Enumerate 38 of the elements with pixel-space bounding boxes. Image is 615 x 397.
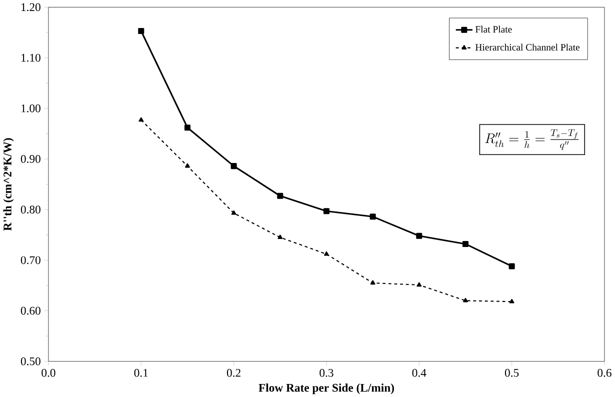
x-tick-label: 0.1: [134, 368, 148, 377]
y-tick-label: 0.90: [20, 154, 40, 163]
point: [278, 234, 283, 239]
point: [463, 298, 468, 302]
y-tick-label: 1.10: [22, 54, 40, 62]
point: [508, 263, 515, 270]
y-axis-title: R''th (cm^2*K/W): [3, 138, 14, 231]
x-tick-label: 0.6: [598, 368, 612, 377]
x-tick-label: 0.3: [320, 368, 334, 377]
annotation: $R''_{th}=\frac{1}{h}=\frac{T_s-T_f}{q''}$: [485, 129, 579, 150]
x-tick-label: 0.0: [42, 368, 56, 377]
point: [323, 208, 330, 214]
point: [231, 210, 236, 215]
x-axis-title: Flow Rate per Side (L/min): [258, 383, 394, 394]
point: [138, 117, 144, 122]
point: [462, 240, 468, 247]
y-tick-label: 0.60: [20, 306, 40, 315]
point: [370, 280, 376, 284]
point: [416, 232, 422, 239]
point: [138, 28, 144, 34]
y-tick-label: 1.20: [22, 3, 40, 12]
point: [230, 162, 237, 169]
point: [185, 163, 190, 168]
legend-label: Hierarchical Channel Plate: [475, 44, 580, 50]
x-tick-label: 0.2: [226, 368, 240, 377]
y-tick-label: 0.80: [20, 205, 40, 214]
point: [416, 282, 422, 286]
y-tick-label: 1.00: [22, 104, 40, 112]
y-tick-label: 0.70: [20, 256, 40, 264]
x-tick-label: 0.4: [412, 368, 426, 377]
point: [277, 192, 284, 199]
x-tick-label: 0.5: [504, 368, 519, 377]
point: [184, 124, 190, 130]
point: [324, 251, 329, 256]
y-tick-label: 0.50: [20, 357, 40, 366]
point: [370, 213, 376, 220]
legend-label: Flat Plate: [475, 26, 512, 32]
point: [509, 298, 514, 304]
